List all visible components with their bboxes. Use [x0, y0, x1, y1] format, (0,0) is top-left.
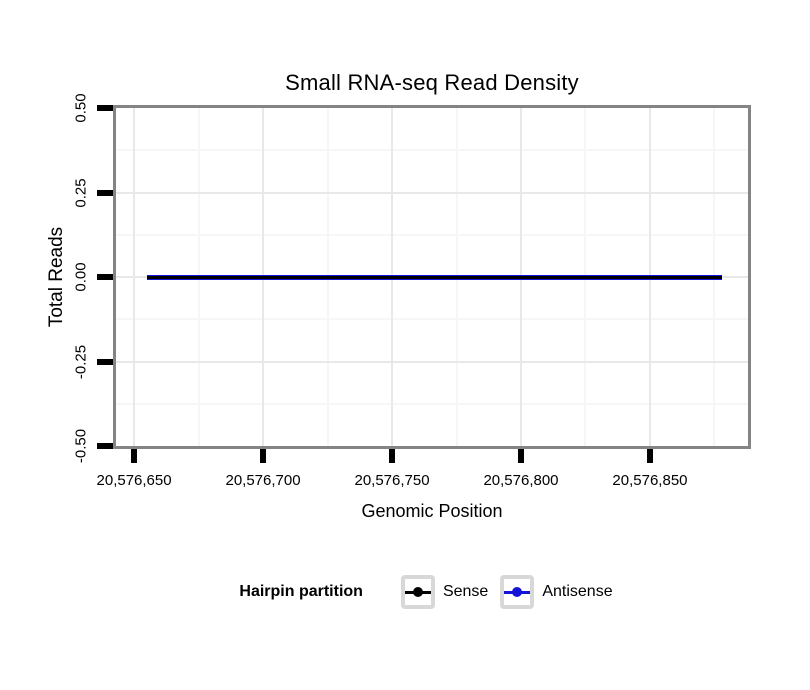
y-tick-mark — [97, 274, 113, 280]
legend-key-antisense-icon — [500, 575, 535, 609]
x-tick-mark — [131, 449, 138, 463]
gridline-minor — [116, 318, 748, 321]
gridline-major — [116, 191, 748, 194]
x-tick-mark — [517, 449, 524, 463]
gridline-minor — [116, 149, 748, 152]
x-tick-label: 20,576,650 — [96, 472, 172, 489]
legend-entry-sense: Sense — [400, 575, 489, 609]
legend: Hairpin partition Sense Antisense — [113, 571, 751, 613]
x-tick-label: 20,576,800 — [483, 472, 559, 489]
legend-entry-antisense: Antisense — [500, 575, 613, 609]
y-tick-label: 0.25 — [72, 177, 90, 208]
y-tick-label: -0.50 — [72, 428, 90, 464]
x-tick-label: 20,576,750 — [354, 472, 430, 489]
x-axis-label: Genomic Position — [361, 501, 503, 521]
plot-panel — [113, 105, 751, 449]
gridline-minor — [116, 402, 748, 405]
x-tick-label: 20,576,700 — [225, 472, 301, 489]
legend-label-antisense: Antisense — [542, 583, 613, 600]
y-tick-mark — [97, 189, 113, 196]
x-tick-mark — [260, 449, 267, 463]
x-tick-mark — [646, 449, 653, 463]
data-line-sense — [146, 275, 723, 279]
y-tick-label: -0.25 — [72, 344, 90, 379]
x-tick-mark — [389, 449, 396, 463]
legend-key-sense-icon — [400, 575, 435, 609]
y-tick-mark — [97, 443, 113, 449]
chart-title: Small RNA-seq Read Density — [285, 70, 579, 95]
y-tick-label: 0.00 — [72, 262, 90, 292]
legend-key-dot — [512, 587, 523, 597]
gridline-minor — [116, 233, 748, 236]
y-axis-label: Total Reads — [46, 226, 67, 328]
x-tick-label: 20,576,850 — [612, 472, 688, 489]
y-tick-label: 0.50 — [72, 93, 90, 123]
legend-key-dot — [412, 587, 423, 597]
gridline-major — [116, 360, 748, 363]
legend-title: Hairpin partition — [239, 583, 363, 600]
y-tick-mark — [97, 358, 113, 365]
legend-label-sense: Sense — [442, 583, 489, 600]
y-tick-mark — [97, 105, 113, 111]
